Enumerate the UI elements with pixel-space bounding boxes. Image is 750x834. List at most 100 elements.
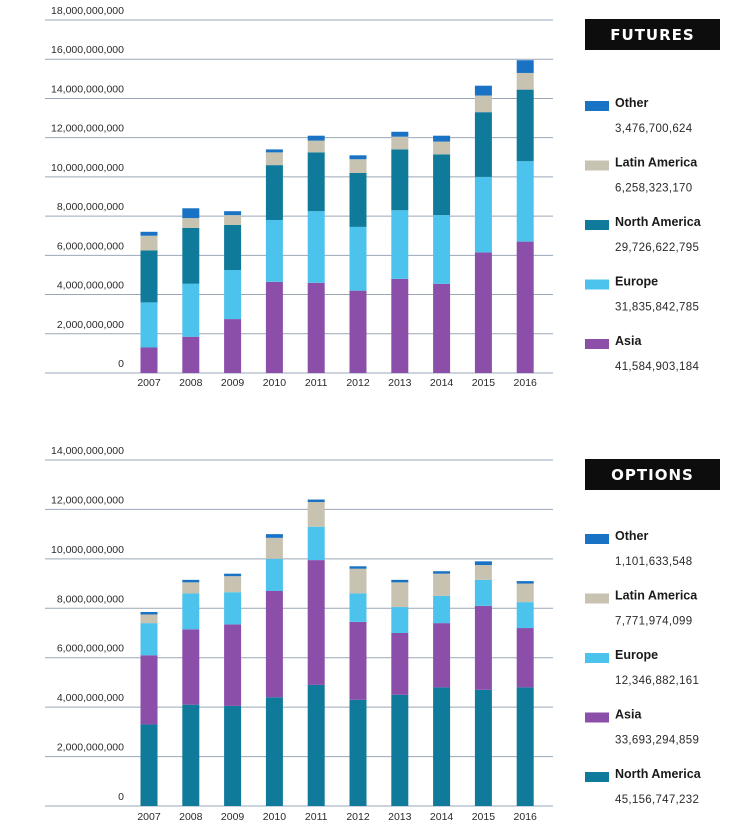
bar-asia-2014 bbox=[433, 623, 451, 688]
legend-label: Europe bbox=[615, 275, 658, 289]
bar-north-america-2013 bbox=[391, 694, 409, 806]
bar-north-america-2010 bbox=[265, 697, 283, 806]
x-tick-label: 2008 bbox=[179, 377, 203, 389]
y-tick-label: 2,000,000,000 bbox=[57, 319, 124, 331]
bar-asia-2009 bbox=[224, 624, 242, 706]
bar-north-america-2007 bbox=[140, 250, 158, 303]
x-tick-label: 2012 bbox=[346, 811, 370, 823]
bar-europe-2011 bbox=[307, 526, 325, 561]
bar-other-2014 bbox=[433, 571, 451, 574]
x-tick-label: 2009 bbox=[221, 811, 245, 823]
y-tick-label: 4,000,000,000 bbox=[57, 280, 124, 292]
x-tick-label: 2011 bbox=[305, 377, 328, 389]
x-tick-label: 2015 bbox=[472, 811, 496, 823]
bar-other-2010 bbox=[265, 149, 283, 153]
x-tick-label: 2016 bbox=[514, 811, 538, 823]
bar-north-america-2008 bbox=[182, 227, 200, 284]
bar-europe-2009 bbox=[224, 270, 242, 320]
legend-swatch bbox=[585, 339, 609, 349]
bar-asia-2008 bbox=[182, 629, 200, 705]
legend-value: 33,693,294,859 bbox=[615, 735, 699, 747]
bar-asia-2007 bbox=[140, 347, 158, 373]
bar-latin-america-2015 bbox=[474, 565, 492, 580]
bar-latin-america-2012 bbox=[349, 568, 367, 594]
bar-europe-2015 bbox=[474, 579, 492, 606]
x-tick-label: 2015 bbox=[472, 377, 496, 389]
x-tick-label: 2007 bbox=[137, 377, 161, 389]
bar-europe-2010 bbox=[265, 558, 283, 591]
bar-other-2013 bbox=[391, 579, 409, 583]
bar-other-2015 bbox=[474, 561, 492, 566]
y-tick-label: 2,000,000,000 bbox=[57, 742, 124, 754]
y-tick-label: 14,000,000,000 bbox=[51, 83, 124, 95]
legend-swatch bbox=[585, 593, 609, 604]
bar-other-2008 bbox=[182, 208, 200, 219]
bar-north-america-2010 bbox=[265, 165, 283, 221]
bar-latin-america-2008 bbox=[182, 218, 200, 228]
legend-value: 29,726,622,795 bbox=[615, 242, 699, 254]
bar-asia-2015 bbox=[474, 252, 492, 373]
bar-europe-2014 bbox=[433, 595, 451, 624]
bar-other-2015 bbox=[474, 85, 492, 96]
y-tick-label: 6,000,000,000 bbox=[57, 643, 124, 655]
chart-title-badge bbox=[585, 19, 720, 50]
x-tick-label: 2013 bbox=[388, 377, 412, 389]
bar-latin-america-2013 bbox=[391, 136, 409, 150]
bar-other-2012 bbox=[349, 155, 367, 160]
legend-swatch bbox=[585, 712, 609, 723]
bar-north-america-2015 bbox=[474, 112, 492, 177]
legend-label: Europe bbox=[615, 648, 658, 662]
bar-latin-america-2011 bbox=[307, 140, 325, 153]
bar-north-america-2015 bbox=[474, 689, 492, 806]
legend-swatch bbox=[585, 772, 609, 782]
bar-north-america-2014 bbox=[433, 154, 451, 216]
bar-asia-2013 bbox=[391, 633, 409, 695]
bar-latin-america-2010 bbox=[265, 152, 283, 166]
legend-label: Asia bbox=[615, 708, 642, 722]
bar-north-america-2007 bbox=[140, 724, 158, 806]
x-tick-label: 2012 bbox=[346, 377, 370, 389]
legend-swatch bbox=[585, 279, 609, 290]
bar-latin-america-2016 bbox=[516, 583, 534, 603]
bar-latin-america-2016 bbox=[516, 72, 534, 90]
bar-latin-america-2011 bbox=[307, 502, 325, 527]
bar-other-2013 bbox=[391, 131, 409, 137]
y-tick-label: 16,000,000,000 bbox=[51, 44, 124, 56]
bar-europe-2009 bbox=[224, 592, 242, 625]
y-tick-label: 12,000,000,000 bbox=[51, 494, 124, 506]
bar-other-2016 bbox=[516, 581, 534, 584]
y-tick-label: 0 bbox=[118, 358, 124, 370]
y-tick-label: 10,000,000,000 bbox=[51, 544, 124, 556]
bar-north-america-2009 bbox=[224, 224, 242, 271]
bar-other-2014 bbox=[433, 135, 451, 142]
y-tick-label: 14,000,000,000 bbox=[51, 445, 124, 457]
x-tick-label: 2007 bbox=[137, 811, 161, 823]
bar-other-2009 bbox=[224, 211, 242, 216]
bar-other-2007 bbox=[140, 611, 158, 615]
bar-asia-2007 bbox=[140, 655, 158, 725]
y-tick-label: 0 bbox=[118, 791, 124, 803]
chart-futures: 18,000,000,000 16,000,000,000 14,000,000,0… bbox=[45, 5, 720, 389]
y-tick-label: 8,000,000,000 bbox=[57, 593, 124, 605]
bar-europe-2008 bbox=[182, 283, 200, 337]
bar-other-2012 bbox=[349, 566, 367, 569]
x-tick-label: 2013 bbox=[388, 811, 412, 823]
bar-europe-2015 bbox=[474, 176, 492, 253]
bar-europe-2008 bbox=[182, 593, 200, 630]
bar-latin-america-2009 bbox=[224, 215, 242, 225]
bar-north-america-2016 bbox=[516, 89, 534, 162]
legend-label: Latin America bbox=[615, 156, 698, 170]
x-tick-label: 2011 bbox=[305, 811, 328, 823]
bar-europe-2011 bbox=[307, 211, 325, 283]
bar-latin-america-2007 bbox=[140, 614, 158, 624]
legend-value: 12,346,882,161 bbox=[615, 675, 699, 687]
bar-europe-2012 bbox=[349, 593, 367, 622]
bar-europe-2013 bbox=[391, 210, 409, 279]
bar-north-america-2009 bbox=[224, 705, 242, 806]
legend-label: Asia bbox=[615, 334, 642, 348]
chart-title: FUTURES bbox=[610, 26, 694, 44]
bar-asia-2010 bbox=[265, 590, 283, 698]
chart-options: 14,000,000,000 12,000,000,000 10,000,000,0… bbox=[45, 445, 720, 823]
bar-other-2009 bbox=[224, 573, 242, 577]
bar-asia-2012 bbox=[349, 621, 367, 700]
